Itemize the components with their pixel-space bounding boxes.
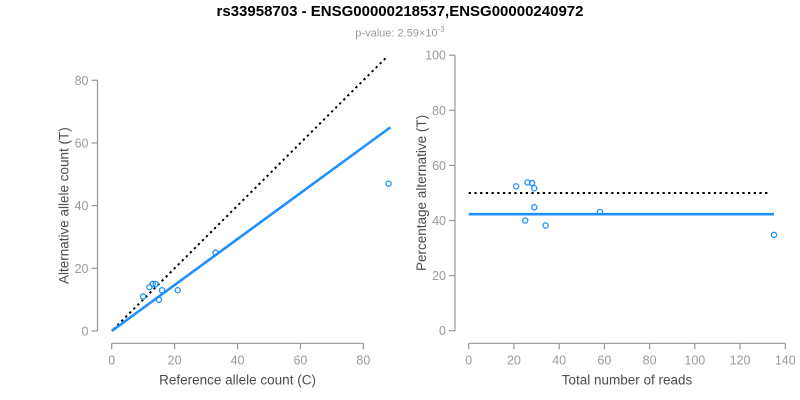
x-tick-label: 0: [108, 353, 115, 367]
y-axis-label: Alternative allele count (T): [57, 127, 72, 284]
x-tick-label: 100: [684, 353, 705, 367]
x-tick-label: 0: [465, 353, 472, 367]
y-tick-label: 20: [75, 262, 89, 276]
data-point: [512, 183, 520, 190]
x-tick-label: 80: [356, 353, 370, 367]
data-point: [542, 222, 549, 229]
x-tick-label: 60: [597, 353, 611, 367]
data-point: [528, 179, 536, 187]
x-tick-label: 40: [552, 353, 566, 367]
data-point: [531, 204, 538, 211]
x-tick-label: 20: [168, 353, 182, 367]
x-tick-label: 40: [231, 353, 245, 367]
x-tick-label: 120: [730, 353, 751, 367]
p-value-subtitle: p-value: 2.59×10-3: [0, 25, 800, 40]
left-plot: 0 20 40 60 80 Reference allele count (C) 0 20 40…: [57, 56, 392, 387]
fit-line: [110, 126, 392, 333]
x-axis-label: Total number of reads: [562, 372, 693, 387]
data-point: [146, 283, 153, 291]
x-tick-label: 140: [775, 353, 796, 367]
y-tick-label: 60: [75, 136, 89, 150]
data-point: [596, 208, 604, 216]
x-axis-label: Reference allele count (C): [159, 372, 316, 387]
p-value-exponent: -3: [437, 25, 445, 34]
right-plot: 0 20 40 60 80 100 120 140 Total number of reads 0…: [414, 49, 796, 388]
data-point: [149, 280, 156, 288]
y-tick-label: 40: [75, 199, 89, 213]
data-point: [385, 180, 392, 187]
y-tick-label: 40: [432, 214, 446, 228]
y-axis-label: Percentage alternative (T): [414, 115, 429, 271]
x-tick-label: 20: [507, 353, 521, 367]
p-value-text: p-value: 2.59×10: [355, 27, 438, 40]
y-tick-label: 80: [432, 104, 446, 118]
data-point: [770, 231, 778, 239]
y-tick-label: 100: [425, 49, 446, 63]
y-tick-label: 0: [82, 325, 89, 339]
y-tick-label: 60: [432, 159, 446, 173]
data-point: [174, 287, 182, 294]
data-point: [155, 296, 163, 303]
data-point: [152, 280, 159, 288]
page-title: rs33958703 - ENSG00000218537,ENSG0000024…: [216, 3, 584, 20]
y-tick-label: 0: [439, 324, 446, 338]
data-point: [521, 217, 529, 224]
x-tick-label: 60: [293, 353, 307, 367]
x-tick-label: 80: [643, 353, 657, 367]
y-tick-label: 20: [432, 269, 446, 283]
data-point: [139, 293, 147, 300]
identity-line: [112, 56, 388, 331]
data-point: [531, 185, 538, 192]
data-point: [212, 249, 219, 256]
y-tick-label: 80: [75, 74, 89, 88]
data-point: [158, 287, 166, 294]
